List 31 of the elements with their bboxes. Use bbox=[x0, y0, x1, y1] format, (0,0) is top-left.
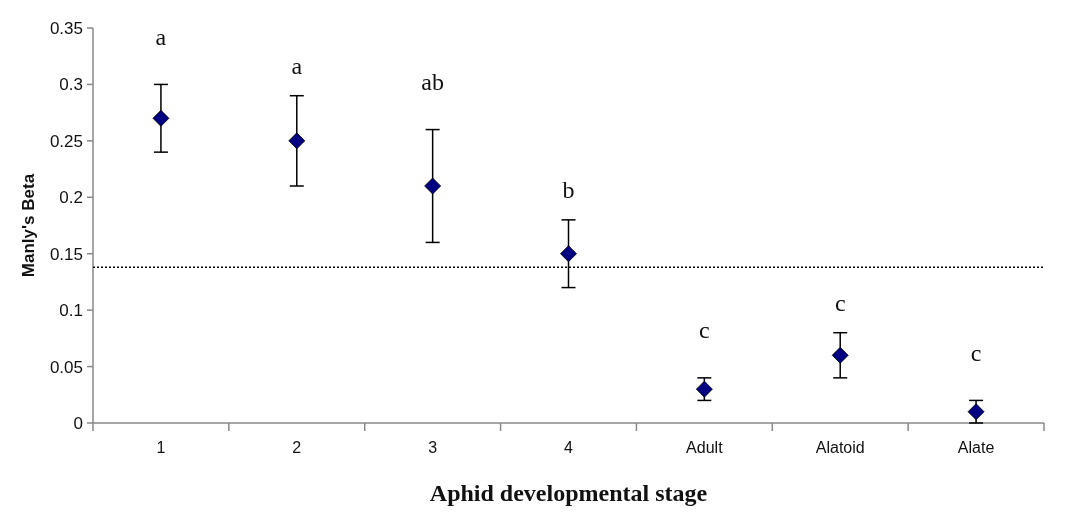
point bbox=[424, 177, 442, 195]
y-tick-label: 0.15 bbox=[49, 244, 83, 264]
x-tick-label: Alatoid bbox=[815, 439, 865, 456]
annotation: c bbox=[699, 317, 710, 344]
point bbox=[288, 132, 306, 150]
x-tick-label: 1 bbox=[156, 439, 166, 456]
x-tick-label: 4 bbox=[564, 439, 574, 456]
point bbox=[152, 109, 170, 127]
y-tick-label: 0.2 bbox=[59, 188, 83, 208]
annotation: ab bbox=[421, 68, 444, 95]
point bbox=[831, 346, 849, 364]
point bbox=[560, 245, 577, 263]
annotation: c bbox=[970, 339, 982, 366]
x-tick-label: 2 bbox=[292, 439, 302, 456]
y-tick-label: 0.05 bbox=[49, 357, 83, 377]
annotation: b bbox=[562, 177, 575, 204]
x-axis-title: Aphid developmental stage bbox=[429, 480, 708, 506]
x-tick-label: Adult bbox=[686, 439, 724, 456]
x-tick-label: Alate bbox=[957, 439, 995, 456]
point bbox=[967, 403, 985, 421]
annotation: a bbox=[291, 53, 303, 80]
x-tick-label: 3 bbox=[428, 439, 438, 456]
annotation: c bbox=[834, 290, 846, 317]
y-tick-label: 0.1 bbox=[59, 301, 83, 321]
y-axis-title: Manly's Beta bbox=[19, 173, 38, 278]
y-tick-label: 0.3 bbox=[59, 75, 83, 95]
y-tick-label: 0 bbox=[73, 413, 83, 433]
annotation: a bbox=[155, 23, 167, 50]
y-tick-label: 0.35 bbox=[49, 18, 83, 38]
y-tick-label: 0.25 bbox=[49, 131, 83, 151]
point bbox=[695, 380, 713, 398]
